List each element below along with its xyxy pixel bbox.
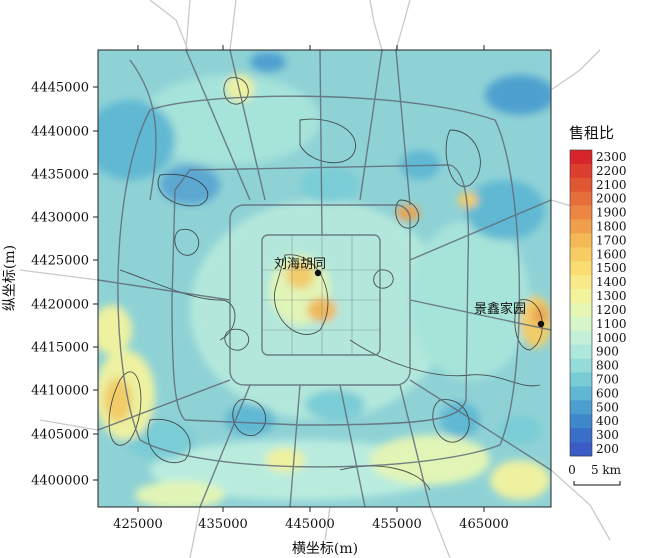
outer-road-network — [19, 0, 611, 558]
legend-label: 1200 — [596, 303, 627, 317]
legend-label: 2100 — [596, 178, 627, 192]
legend-swatch — [570, 219, 592, 234]
legend-label: 1100 — [596, 317, 627, 331]
y-axis-title: 纵坐标(m) — [2, 245, 18, 311]
legend: 2300220021002000190018001700160015001400… — [569, 149, 627, 457]
x-tick-label: 465000 — [459, 517, 509, 532]
legend-swatch — [570, 191, 592, 206]
scale-bar-end: 5 km — [591, 463, 622, 477]
legend-label: 1600 — [596, 247, 627, 261]
place-liuhai-hutong: 刘海胡同 — [274, 257, 326, 277]
legend-swatch — [570, 372, 592, 387]
interpolated-surface — [98, 50, 551, 507]
legend-swatch — [570, 428, 592, 443]
legend-swatch — [570, 150, 592, 165]
legend-label: 300 — [596, 428, 619, 442]
legend-swatch — [570, 177, 592, 193]
road-network — [98, 50, 551, 507]
legend-swatch — [570, 442, 592, 457]
legend-label: 1700 — [596, 233, 627, 247]
legend-swatch — [570, 316, 592, 332]
legend-label: 200 — [596, 442, 619, 456]
legend-label: 400 — [596, 414, 619, 428]
legend-title: 售租比 — [569, 124, 614, 142]
legend-swatch — [570, 275, 592, 290]
legend-label: 2300 — [596, 150, 627, 164]
legend-swatch — [570, 344, 592, 359]
legend-label: 1300 — [596, 289, 627, 303]
legend-swatch — [570, 414, 592, 429]
x-tick-label: 425000 — [113, 517, 163, 532]
legend-label: 1400 — [596, 275, 627, 289]
place-jingxin-jiayuan: 景鑫家园 — [474, 301, 545, 328]
x-axis-title: 横坐标(m) — [292, 541, 358, 557]
legend-label: 600 — [596, 386, 619, 400]
x-axis: 425000 435000 445000 455000 465000 — [113, 45, 509, 532]
legend-label: 700 — [596, 373, 619, 387]
legend-label: 900 — [596, 345, 619, 359]
legend-label: 1900 — [596, 206, 627, 220]
legend-frame — [569, 149, 593, 457]
legend-label: 800 — [596, 359, 619, 373]
inner-city-grid — [262, 235, 380, 355]
y-tick-label: 4435000 — [31, 168, 89, 183]
legend-label: 2000 — [596, 192, 627, 206]
contour-lines — [108, 77, 543, 491]
legend-swatch — [570, 289, 592, 304]
scale-bar-line — [573, 481, 621, 486]
legend-swatch — [570, 386, 592, 401]
scale-bar-start: 0 — [568, 463, 576, 477]
y-tick-label: 4425000 — [31, 254, 89, 269]
y-tick-label: 4440000 — [31, 125, 89, 140]
y-tick-label: 4410000 — [31, 384, 89, 399]
legend-swatch — [570, 205, 592, 220]
map-frame — [97, 49, 552, 508]
y-tick-label: 4445000 — [31, 81, 89, 96]
legend-swatch — [570, 261, 592, 276]
x-tick-label: 455000 — [372, 517, 422, 532]
legend-label: 1000 — [596, 331, 627, 345]
legend-swatch — [570, 400, 592, 415]
legend-swatch — [570, 247, 592, 262]
legend-label: 500 — [596, 400, 619, 414]
place-label: 景鑫家园 — [474, 301, 526, 317]
legend-swatch — [570, 330, 592, 346]
y-tick-label: 4400000 — [31, 474, 89, 489]
place-marker — [537, 320, 545, 328]
legend-swatch — [570, 303, 592, 318]
y-tick-label: 4430000 — [31, 211, 89, 226]
x-tick-label: 445000 — [285, 517, 335, 532]
y-tick-label: 4420000 — [31, 298, 89, 313]
place-label: 刘海胡同 — [274, 257, 326, 272]
legend-label: 1500 — [596, 261, 627, 275]
scale-bar: 0 5 km — [568, 463, 622, 486]
y-axis: 4445000 4440000 4435000 4430000 4425000 44200… — [31, 81, 98, 489]
x-tick-label: 435000 — [198, 517, 248, 532]
legend-swatch — [570, 163, 592, 179]
legend-swatch — [570, 358, 592, 373]
place-marker — [314, 269, 322, 277]
y-tick-label: 4415000 — [31, 341, 89, 356]
y-tick-label: 4405000 — [31, 428, 89, 443]
legend-label: 1800 — [596, 220, 627, 234]
legend-swatch — [570, 233, 592, 248]
legend-label: 2200 — [596, 164, 627, 178]
